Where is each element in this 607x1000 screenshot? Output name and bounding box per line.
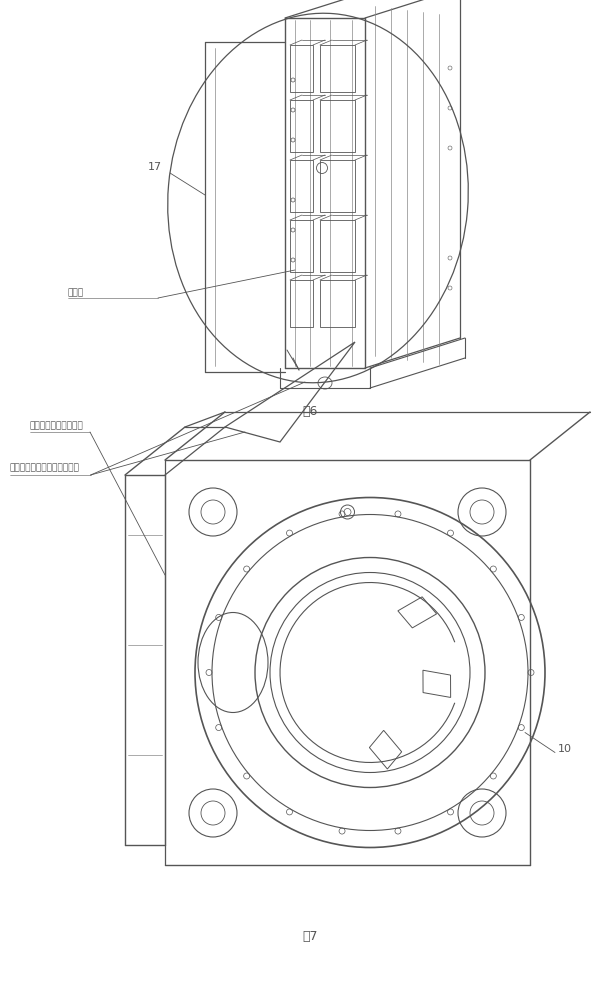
Text: 此凸台与卡具体的导向槽配合: 此凸台与卡具体的导向槽配合 [10, 463, 80, 472]
Text: 图7: 图7 [302, 930, 317, 943]
Text: 17: 17 [148, 162, 162, 172]
Text: 10: 10 [558, 744, 572, 754]
Text: 导向槽: 导向槽 [68, 288, 84, 297]
Text: 图6: 图6 [302, 405, 317, 418]
Text: 此面为与卡具体结合面: 此面为与卡具体结合面 [30, 421, 84, 430]
